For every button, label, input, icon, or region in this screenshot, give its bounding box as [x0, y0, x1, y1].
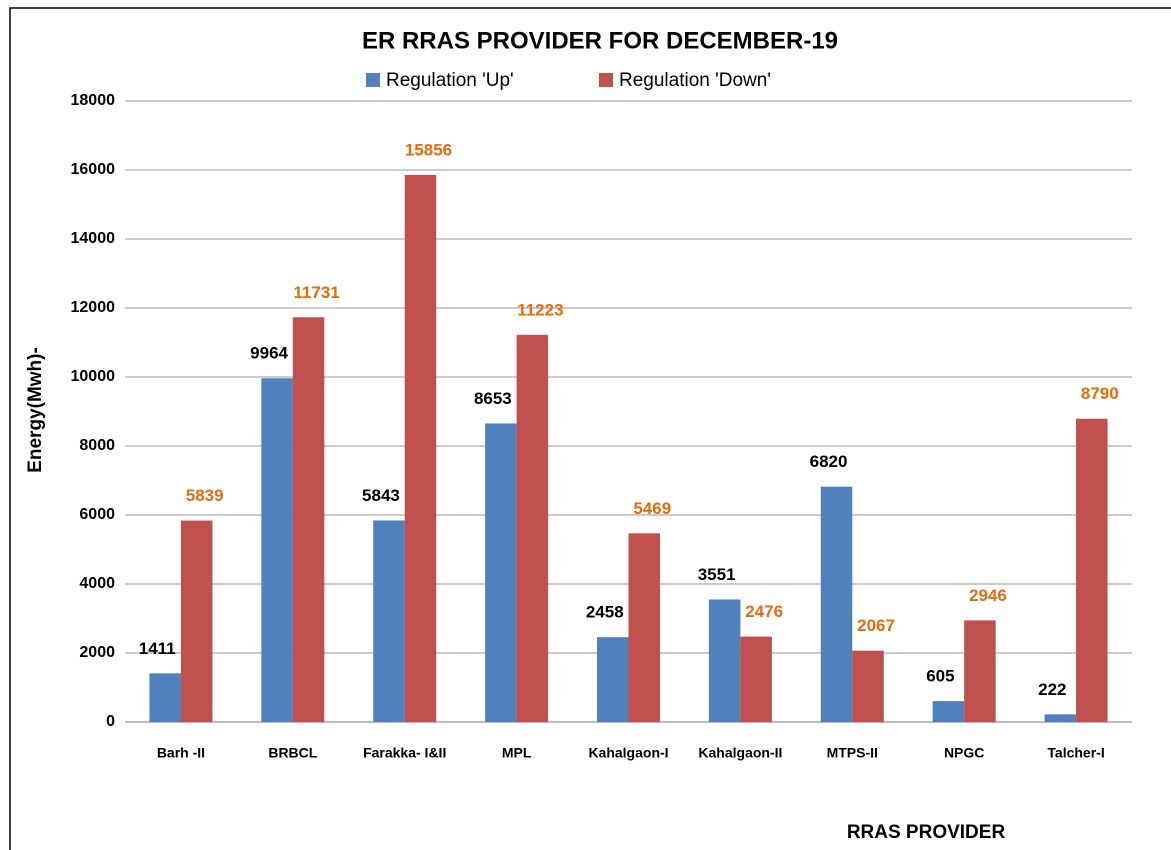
bar	[597, 637, 629, 722]
data-label: 11731	[293, 283, 339, 302]
bar	[261, 378, 293, 722]
x-tick-label: Farakka- I&II	[363, 745, 446, 761]
bar	[628, 533, 660, 722]
data-label: 9964	[250, 344, 288, 363]
bar	[852, 650, 884, 722]
data-label: 8790	[1081, 384, 1119, 403]
bar	[740, 636, 772, 722]
data-label: 2946	[969, 586, 1007, 605]
data-label: 222	[1038, 680, 1066, 699]
y-tick-label: 6000	[79, 506, 115, 523]
data-label: 2458	[586, 603, 624, 622]
bar	[820, 486, 853, 722]
bar	[180, 520, 213, 722]
data-label: 2476	[745, 602, 783, 621]
y-tick-label: 2000	[79, 644, 115, 661]
y-tick-label: 12000	[71, 299, 116, 316]
legend-swatch	[366, 73, 380, 87]
x-tick-label: Kahalgaon-II	[698, 745, 782, 761]
legend-swatch	[599, 73, 613, 87]
bar	[149, 673, 181, 722]
bar	[485, 423, 517, 722]
data-label: 5839	[186, 486, 224, 505]
data-label: 6820	[810, 452, 848, 471]
x-axis-label: RRAS PROVIDER	[847, 822, 1006, 843]
x-tick-label: Barh -II	[157, 745, 205, 761]
bar	[516, 334, 549, 722]
y-tick-label: 16000	[71, 161, 116, 178]
x-tick-label: MPL	[502, 745, 532, 761]
y-tick-label: 10000	[71, 368, 116, 385]
x-tick-label: Talcher-I	[1047, 745, 1104, 761]
x-tick-label: NPGC	[944, 745, 984, 761]
data-label: 3551	[698, 565, 736, 584]
y-tick-label: 4000	[79, 575, 115, 592]
bar	[292, 317, 325, 722]
x-tick-label: Kahalgaon-I	[588, 745, 668, 761]
data-label: 8653	[474, 389, 512, 408]
y-axis-label: Energy(Mwh)-	[25, 347, 46, 473]
data-label: 605	[926, 667, 954, 686]
legend-label: Regulation 'Up'	[386, 70, 514, 91]
legend-label: Regulation 'Down'	[619, 70, 771, 91]
bar	[708, 599, 741, 722]
bar	[373, 520, 405, 722]
x-tick-label: BRBCL	[268, 745, 317, 761]
data-label: 5843	[362, 486, 400, 505]
y-tick-label: 18000	[71, 92, 116, 109]
bar	[404, 174, 437, 722]
y-tick-label: 14000	[71, 230, 116, 247]
x-tick-label: MTPS-II	[827, 745, 878, 761]
chart-title: ER RRAS PROVIDER FOR DECEMBER-19	[362, 27, 838, 54]
y-tick-label: 8000	[79, 437, 115, 454]
data-label: 11223	[517, 300, 563, 319]
data-label: 2067	[857, 616, 895, 635]
data-label: 15856	[405, 140, 452, 159]
bar	[1044, 714, 1077, 722]
chart-frame	[9, 7, 1171, 850]
data-label: 5469	[633, 499, 671, 518]
data-label: 1411	[139, 639, 176, 658]
bar	[964, 620, 996, 722]
y-tick-label: 0	[106, 713, 115, 730]
bar	[932, 701, 965, 722]
bar	[1076, 418, 1108, 722]
